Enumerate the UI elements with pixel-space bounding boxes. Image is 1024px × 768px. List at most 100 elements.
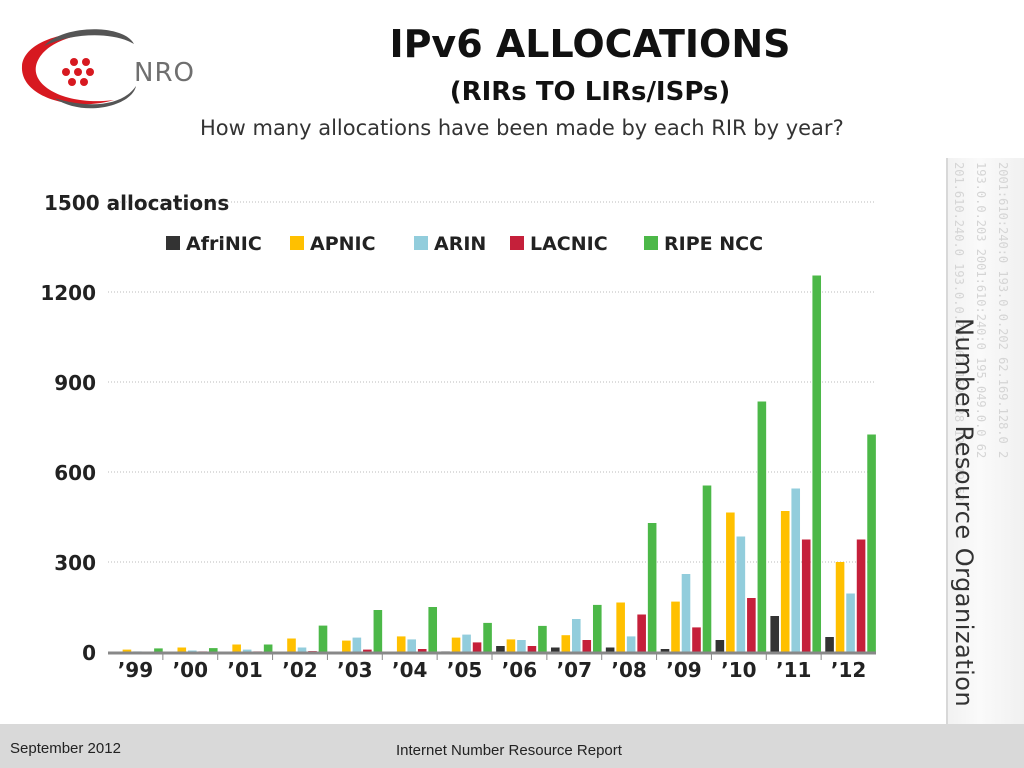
logo-wordmark: NRO xyxy=(134,58,195,88)
bar xyxy=(582,640,592,652)
allocations-bar-chart: 0 300 600 900 1200 1500 allocations ’99 ’00 ’01 ’… xyxy=(40,191,876,682)
legend-swatch xyxy=(166,236,180,250)
x-tick-label: ’09 xyxy=(666,658,701,682)
bar xyxy=(517,640,526,652)
legend-swatch xyxy=(644,236,658,250)
bar xyxy=(835,562,845,652)
bar xyxy=(287,638,296,652)
x-tick-label: ’07 xyxy=(557,658,592,682)
y-tick-label: 1200 xyxy=(40,281,96,305)
bar xyxy=(561,635,571,652)
bar xyxy=(506,639,516,652)
legend-label: LACNIC xyxy=(530,233,608,255)
bar xyxy=(483,622,492,652)
bar xyxy=(747,598,756,652)
legend-label: AfriNIC xyxy=(186,233,262,255)
legend-swatch xyxy=(510,236,524,250)
bar xyxy=(757,401,767,652)
page-title: IPv6 ALLOCATIONS xyxy=(389,22,791,66)
legend-label: RIPE NCC xyxy=(664,233,763,255)
bar xyxy=(208,648,218,652)
bar xyxy=(451,637,461,652)
bar xyxy=(396,636,406,652)
y-tick-label: 600 xyxy=(54,461,96,485)
bar xyxy=(342,640,351,652)
y-tick-label: 300 xyxy=(54,551,96,575)
x-tick-label: ’11 xyxy=(776,658,811,682)
bar xyxy=(637,614,646,652)
bar xyxy=(801,539,811,652)
bar xyxy=(671,601,680,652)
bar xyxy=(472,642,482,652)
bar xyxy=(187,650,197,652)
legend-label: APNIC xyxy=(310,233,376,255)
x-tick-label: ’05 xyxy=(447,658,482,682)
x-tick-label: ’04 xyxy=(392,658,427,682)
bar xyxy=(692,627,701,652)
bar xyxy=(318,625,328,652)
bar xyxy=(177,647,187,652)
bar xyxy=(660,649,670,652)
bar xyxy=(856,539,866,652)
footer-date: September 2012 xyxy=(10,740,121,757)
side-decoration-text: 2001:610:240:0 193.0.0.202 62.169.128.0 … xyxy=(996,162,1010,459)
bar xyxy=(417,649,427,652)
bar xyxy=(846,593,855,652)
nro-logo xyxy=(21,29,136,109)
legend-swatch xyxy=(414,236,428,250)
bar xyxy=(825,637,834,652)
bar xyxy=(297,647,307,652)
bar xyxy=(605,647,615,652)
legend-swatch xyxy=(290,236,304,250)
bar xyxy=(496,646,505,652)
footer-bar: September 2012 Internet Number Resource … xyxy=(0,724,1024,768)
side-decoration-text: 201.610.240.0 193.0.0.202 62.169.128 195… xyxy=(952,162,966,502)
chart-question: How many allocations have been made by e… xyxy=(200,116,844,140)
bar xyxy=(407,639,417,652)
bar xyxy=(571,619,581,652)
x-tick-label: ’12 xyxy=(831,658,866,682)
x-tick-label: ’06 xyxy=(502,658,537,682)
bar xyxy=(702,485,712,652)
bar xyxy=(242,649,252,652)
bar xyxy=(373,610,383,652)
bar xyxy=(791,488,801,652)
x-tick-label: ’99 xyxy=(118,658,153,682)
y-tick-label: 0 xyxy=(82,641,96,665)
bar xyxy=(780,511,790,652)
bar xyxy=(538,625,547,652)
bar xyxy=(462,634,471,652)
bar xyxy=(867,434,876,652)
bar xyxy=(715,640,725,652)
x-tick-label: ’02 xyxy=(282,658,317,682)
bar xyxy=(263,644,273,652)
bar xyxy=(352,637,362,652)
bar xyxy=(681,574,691,652)
bar xyxy=(647,523,657,652)
bar xyxy=(616,602,625,652)
x-tick-label: ’03 xyxy=(337,658,372,682)
y-axis-top-label: 1500 allocations xyxy=(44,191,229,215)
bar xyxy=(154,648,163,652)
y-tick-label: 900 xyxy=(54,371,96,395)
legend-label: ARIN xyxy=(434,233,486,255)
bar xyxy=(232,644,241,652)
side-decoration-text: 193.0.0.203 2001:610:240:0 195.049.0.0 6… xyxy=(974,162,988,459)
bar xyxy=(122,649,132,652)
x-tick-label: ’01 xyxy=(227,658,262,682)
page-subtitle: (RIRs TO LIRs/ISPs) xyxy=(449,77,731,107)
bar xyxy=(812,275,822,652)
bar xyxy=(726,512,735,652)
bar xyxy=(592,604,602,652)
footer-report-title: Internet Number Resource Report xyxy=(396,742,622,759)
bar xyxy=(770,616,780,652)
side-org-label: Number Resource Organization xyxy=(950,318,978,708)
bar xyxy=(428,607,438,652)
bar xyxy=(527,646,537,652)
x-tick-label: ’10 xyxy=(721,658,756,682)
x-tick-label: ’08 xyxy=(611,658,646,682)
bar xyxy=(363,649,372,652)
side-decoration-panel: 201.610.240.0 193.0.0.202 62.169.128 195… xyxy=(946,158,1024,724)
bar xyxy=(550,647,560,652)
bar xyxy=(626,636,636,652)
